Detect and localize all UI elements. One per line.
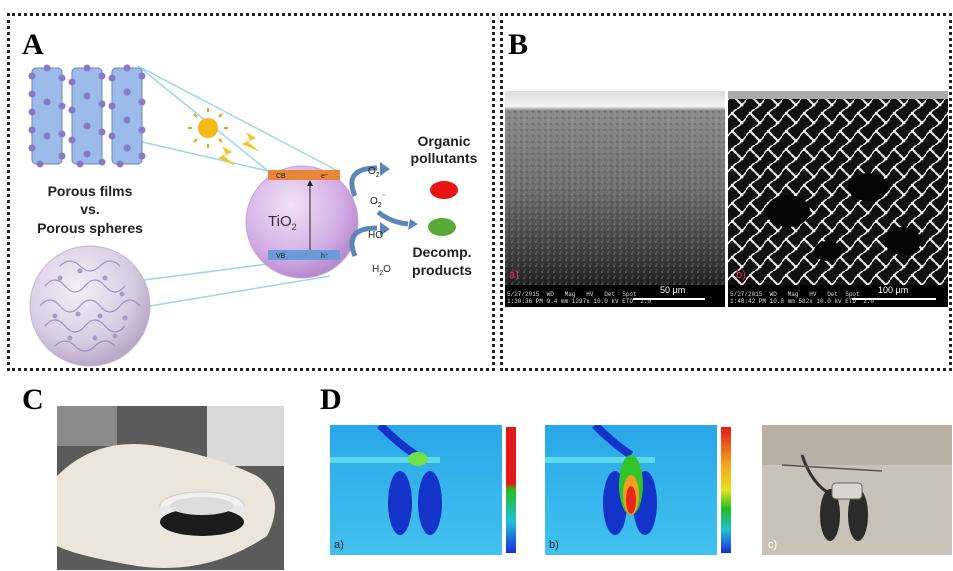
o2-radical-label: O2⁻ [370, 192, 386, 209]
thermal-image-a: a) [330, 425, 542, 555]
panel-a-label: A [22, 28, 44, 61]
caption-porous-films: Porous films [48, 183, 133, 199]
film-rod [31, 67, 63, 165]
sem-left-metadata: 5/27/2015 WD Mag HV Det Spot 1:30:36 PM … [507, 291, 652, 305]
thermal-b-tag: b) [549, 539, 559, 551]
sem-left-tag: a) [509, 269, 519, 281]
film-rod [71, 67, 103, 165]
decomp-products-line2: products [412, 262, 472, 278]
pollutant-marker [430, 181, 458, 199]
sun-icon [188, 108, 228, 148]
panel-a-diagram: Porous films vs. Porous spheres [28, 64, 478, 367]
panel-a-frame [7, 13, 495, 371]
sem-right-scale-bar [852, 298, 936, 300]
h2o-label: H2O [372, 264, 391, 277]
thermal-image-b: b) [545, 425, 757, 555]
porous-film-rods [28, 64, 146, 168]
ho-radical-label: HO· [368, 226, 386, 241]
panel-b-label: B [508, 28, 529, 61]
decomp-products-line1: Decomp. [412, 244, 471, 260]
photo-c-tag: c) [768, 539, 778, 551]
caption-vs: vs. [80, 201, 99, 217]
photo-holder-in-hand [57, 406, 284, 570]
porous-sphere [29, 245, 151, 367]
tio2-sphere [245, 165, 359, 279]
panel-b-frame [500, 13, 952, 371]
panel-d-label: D [320, 383, 342, 416]
organic-pollutants-line2: pollutants [411, 150, 478, 166]
vb-label: VB [276, 253, 286, 260]
sem-image-left: a) 5/27/2015 WD Mag HV Det Spot 1:30:36 … [505, 91, 725, 307]
thermal-a-tag: a) [334, 539, 344, 551]
sem-right-tag: b) [736, 269, 746, 281]
conduction-band [268, 170, 340, 180]
sem-left-infobar: 5/27/2015 WD Mag HV Det Spot 1:30:36 PM … [505, 285, 725, 307]
sem-right-infobar: 5/27/2015 WD Mag HV Det Spot 1:48:42 PM … [728, 285, 948, 307]
sem-right-metadata: 5/27/2015 WD Mag HV Det Spot 1:48:42 PM … [730, 291, 875, 305]
hole-label: h⁺ [321, 253, 329, 260]
electron-label: e⁻ [321, 173, 329, 180]
o2-label: O2 [368, 166, 380, 179]
lightning-icon [218, 132, 260, 166]
organic-pollutants-line1: Organic [418, 133, 471, 149]
panel-c-label: C [22, 383, 44, 416]
sem-left-scale-bar [633, 298, 705, 300]
valence-band [268, 250, 340, 260]
caption-porous-spheres: Porous spheres [37, 220, 143, 236]
sem-image-right: b) 5/27/2015 WD Mag HV Det Spot 1:48:42 … [728, 91, 948, 307]
product-marker [428, 218, 456, 236]
sem-right-scale-label: 100 µm [878, 285, 909, 295]
reaction-arrows [349, 165, 409, 257]
sem-left-scale-label: 50 µm [660, 285, 686, 295]
photo-setup-c: c) [762, 425, 952, 555]
cb-label: CB [276, 173, 286, 180]
tio2-label: TiO2 [268, 213, 297, 232]
